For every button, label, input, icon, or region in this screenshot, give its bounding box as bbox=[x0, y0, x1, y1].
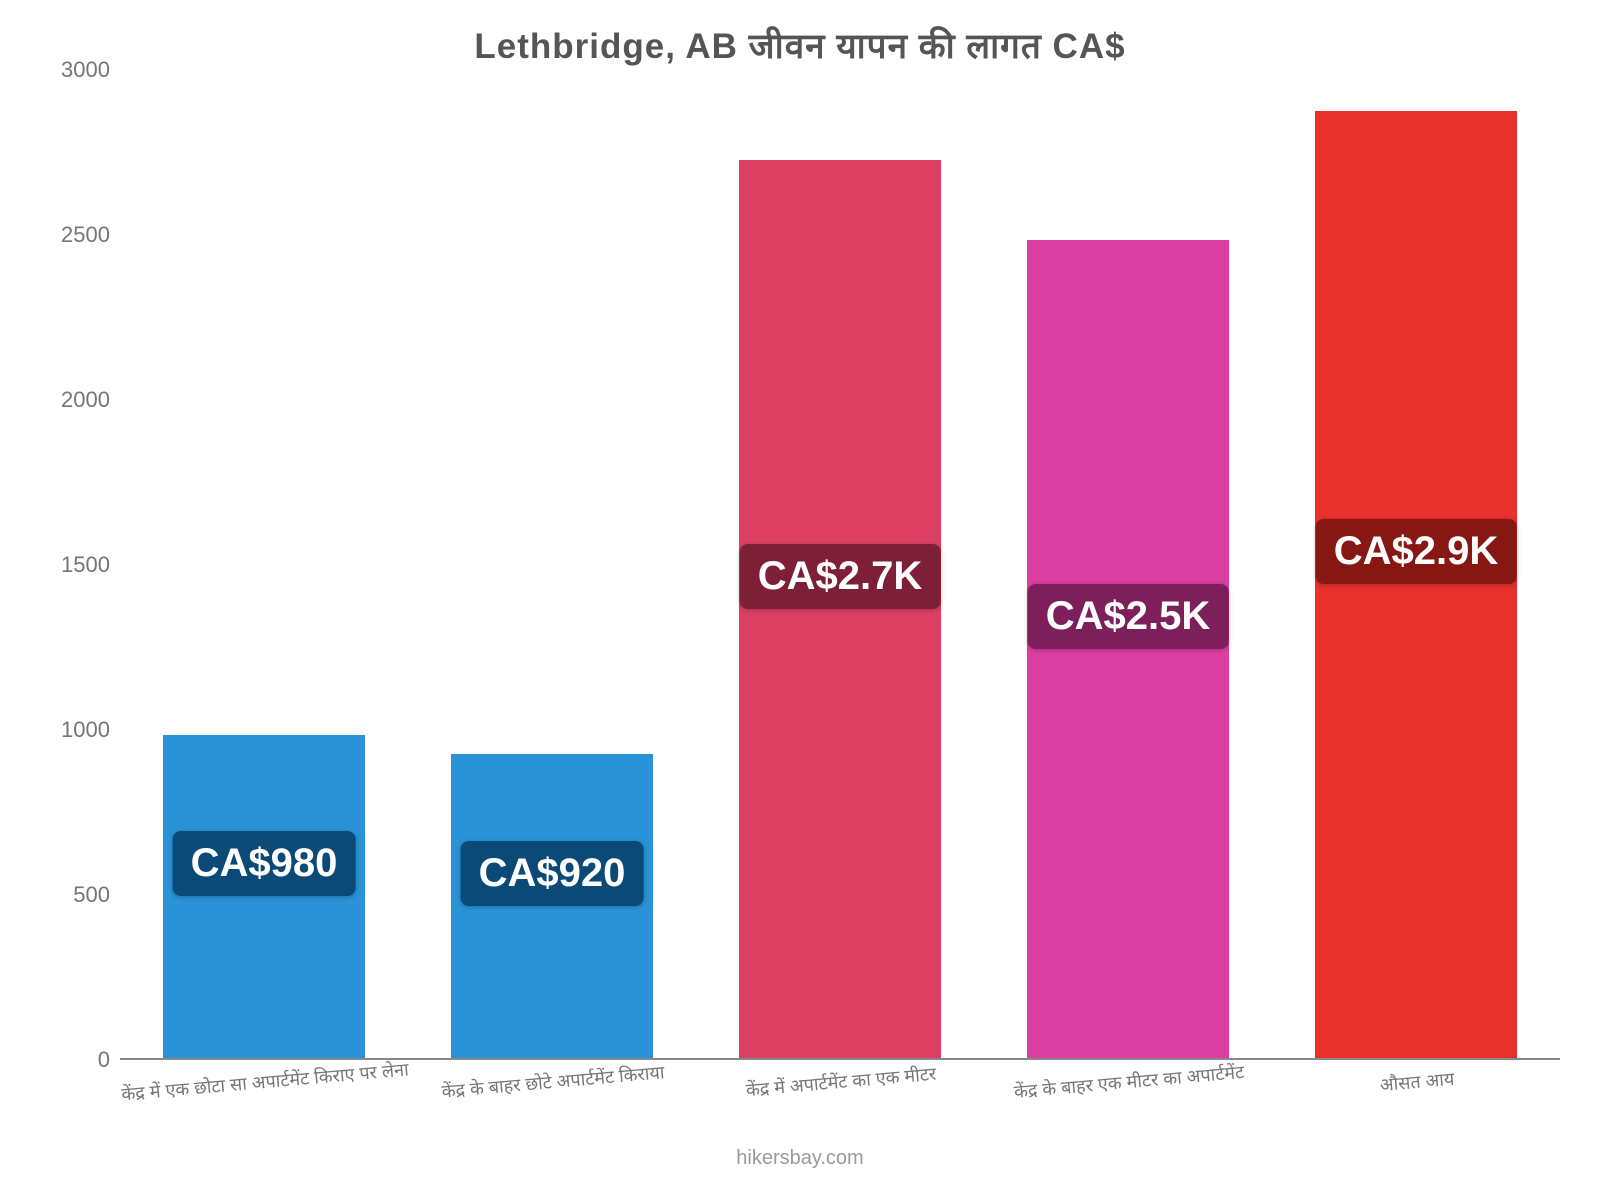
y-tick-label: 1000 bbox=[50, 717, 110, 743]
value-badge: CA$2.5K bbox=[1028, 584, 1229, 649]
bar-slot: CA$980केंद्र में एक छोटा सा अपार्टमेंट क… bbox=[163, 68, 365, 1058]
cost-of-living-bar-chart: Lethbridge, AB जीवन यापन की लागत CA$ 050… bbox=[0, 0, 1600, 1200]
credit-text: hikersbay.com bbox=[0, 1147, 1600, 1170]
y-tick-label: 500 bbox=[50, 882, 110, 908]
bar bbox=[739, 160, 941, 1058]
x-category-label: केंद्र के बाहर छोटे अपार्टमेंट किराया bbox=[441, 1060, 666, 1103]
y-tick-label: 0 bbox=[50, 1047, 110, 1073]
y-tick-label: 1500 bbox=[50, 552, 110, 578]
y-tick-label: 3000 bbox=[50, 57, 110, 83]
x-category-label: औसत आय bbox=[1379, 1067, 1455, 1097]
x-category-label: केंद्र में अपार्टमेंट का एक मीटर bbox=[745, 1062, 937, 1103]
y-tick-label: 2000 bbox=[50, 387, 110, 413]
x-category-label: केंद्र में एक छोटा सा अपार्टमेंट किराए प… bbox=[120, 1057, 409, 1106]
value-badge: CA$920 bbox=[461, 841, 644, 906]
x-category-label: केंद्र के बाहर एक मीटर का अपार्टमेंट bbox=[1013, 1060, 1245, 1104]
value-badge: CA$980 bbox=[173, 831, 356, 896]
y-tick-label: 2500 bbox=[50, 222, 110, 248]
value-badge: CA$2.7K bbox=[740, 544, 941, 609]
bar bbox=[451, 754, 653, 1058]
bar-slot: CA$920केंद्र के बाहर छोटे अपार्टमेंट किर… bbox=[451, 68, 653, 1058]
chart-title: Lethbridge, AB जीवन यापन की लागत CA$ bbox=[0, 22, 1600, 69]
bar-slot: CA$2.9Kऔसत आय bbox=[1315, 68, 1517, 1058]
bar-slot: CA$2.5Kकेंद्र के बाहर एक मीटर का अपार्टम… bbox=[1027, 68, 1229, 1058]
bar bbox=[1315, 111, 1517, 1058]
plot-area: 050010001500200025003000CA$980केंद्र में… bbox=[120, 70, 1560, 1060]
bar-slot: CA$2.7Kकेंद्र में अपार्टमेंट का एक मीटर bbox=[739, 68, 941, 1058]
value-badge: CA$2.9K bbox=[1316, 519, 1517, 584]
